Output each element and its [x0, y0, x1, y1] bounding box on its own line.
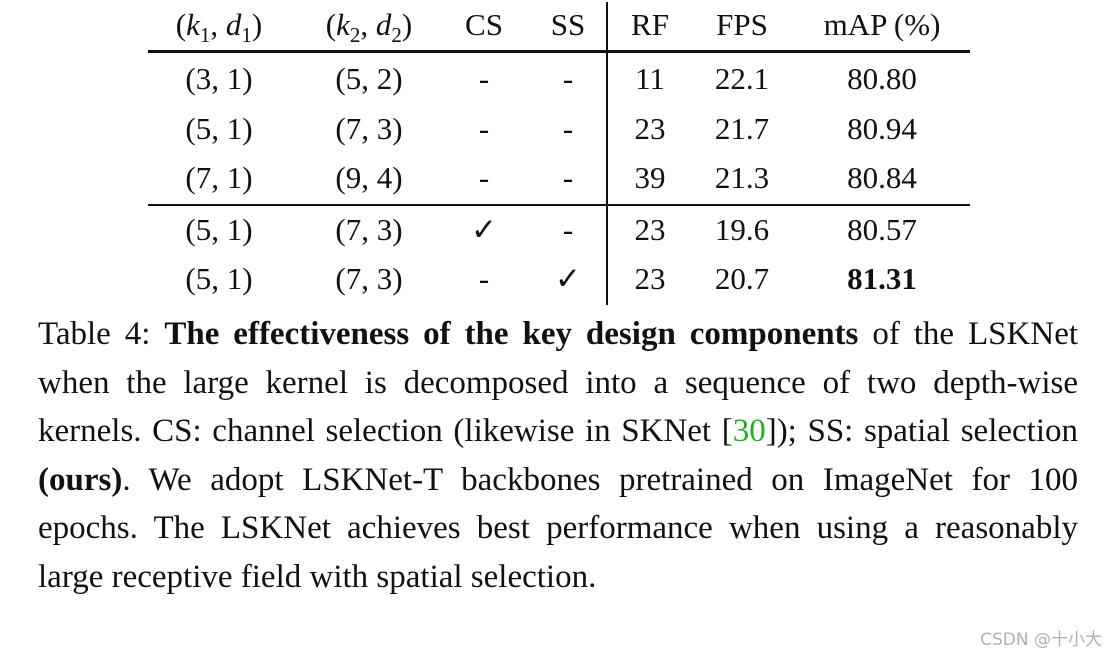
- cell-map: 80.57: [847, 212, 917, 247]
- citation-link[interactable]: 30: [732, 413, 766, 449]
- cell-map: 80.94: [847, 111, 917, 146]
- cell-cs: -: [478, 261, 490, 296]
- cell-k1d1: (7, 1): [185, 160, 253, 195]
- cell-ss: -: [562, 212, 574, 247]
- header-ss: SS: [550, 7, 586, 42]
- cell-rf: 23: [634, 212, 666, 247]
- cell-fps: 21.3: [714, 160, 770, 195]
- caption-text: ]); SS: spatial selection: [765, 413, 1078, 449]
- vertical-divider: [606, 2, 608, 305]
- cell-rf: 11: [635, 61, 665, 96]
- header-k1d1: (k1, d1): [175, 7, 263, 48]
- header-fps: FPS: [716, 7, 768, 42]
- header-k2d2: (k2, d2): [325, 7, 413, 48]
- cell-ss: -: [562, 61, 574, 96]
- cell-k1d1: (5, 1): [185, 111, 253, 146]
- table-row: (5, 1) (7, 3) - ✓ 23 20.7 81.31: [148, 254, 970, 304]
- cell-map-best: 81.31: [847, 261, 917, 296]
- table-row: (5, 1) (7, 3) ✓ - 23 19.6 80.57: [148, 205, 970, 255]
- cell-fps: 22.1: [714, 61, 770, 96]
- table-row: (3, 1) (5, 2) - - 11 22.1 80.80: [148, 54, 970, 104]
- cell-rf: 23: [634, 111, 666, 146]
- table-caption: Table 4: The effectiveness of the key de…: [38, 310, 1078, 601]
- cell-fps: 19.6: [714, 212, 770, 247]
- cell-k2d2: (7, 3): [335, 111, 403, 146]
- caption-text: . We adopt LSKNet-T backbones pretrained…: [38, 461, 1078, 595]
- cell-k1d1: (3, 1): [185, 61, 253, 96]
- caption-label: Table 4:: [38, 316, 165, 352]
- cell-k2d2: (7, 3): [335, 212, 403, 247]
- cell-cs: -: [478, 111, 490, 146]
- cell-k2d2: (9, 4): [335, 160, 403, 195]
- caption-ours: (ours): [38, 461, 123, 498]
- cell-cs: -: [478, 160, 490, 195]
- caption-bold-title: The effectiveness of the key design comp…: [164, 316, 859, 352]
- cell-ss: -: [562, 160, 574, 195]
- mid-rule: [148, 204, 970, 206]
- check-icon: ✓: [471, 212, 497, 247]
- header-cs: CS: [465, 7, 503, 42]
- cell-k1d1: (5, 1): [185, 212, 253, 247]
- caption-text: of the LSKNet when the large kernel is d…: [38, 316, 1079, 449]
- cell-k2d2: (5, 2): [335, 61, 403, 96]
- cell-cs: -: [478, 61, 490, 96]
- table-row: (5, 1) (7, 3) - - 23 21.7 80.94: [148, 104, 970, 154]
- cell-k1d1: (5, 1): [185, 261, 253, 296]
- watermark: CSDN @十小大: [980, 630, 1102, 650]
- table-header-row: (k1, d1) (k2, d2) CS SS RF FPS mAP (%): [148, 0, 970, 50]
- cell-fps: 20.7: [714, 261, 770, 296]
- cell-ss: -: [562, 111, 574, 146]
- header-rule: [148, 50, 970, 53]
- results-table: (k1, d1) (k2, d2) CS SS RF FPS mAP (%) (…: [148, 0, 970, 305]
- cell-map: 80.80: [847, 61, 917, 96]
- cell-rf: 23: [634, 261, 666, 296]
- cell-fps: 21.7: [714, 111, 770, 146]
- header-rf: RF: [631, 7, 669, 42]
- header-map: mAP (%): [823, 7, 941, 42]
- check-icon: ✓: [555, 261, 581, 296]
- cell-map: 80.84: [847, 160, 917, 195]
- cell-rf: 39: [634, 160, 666, 195]
- cell-k2d2: (7, 3): [335, 261, 403, 296]
- table-row: (7, 1) (9, 4) - - 39 21.3 80.84: [148, 153, 970, 203]
